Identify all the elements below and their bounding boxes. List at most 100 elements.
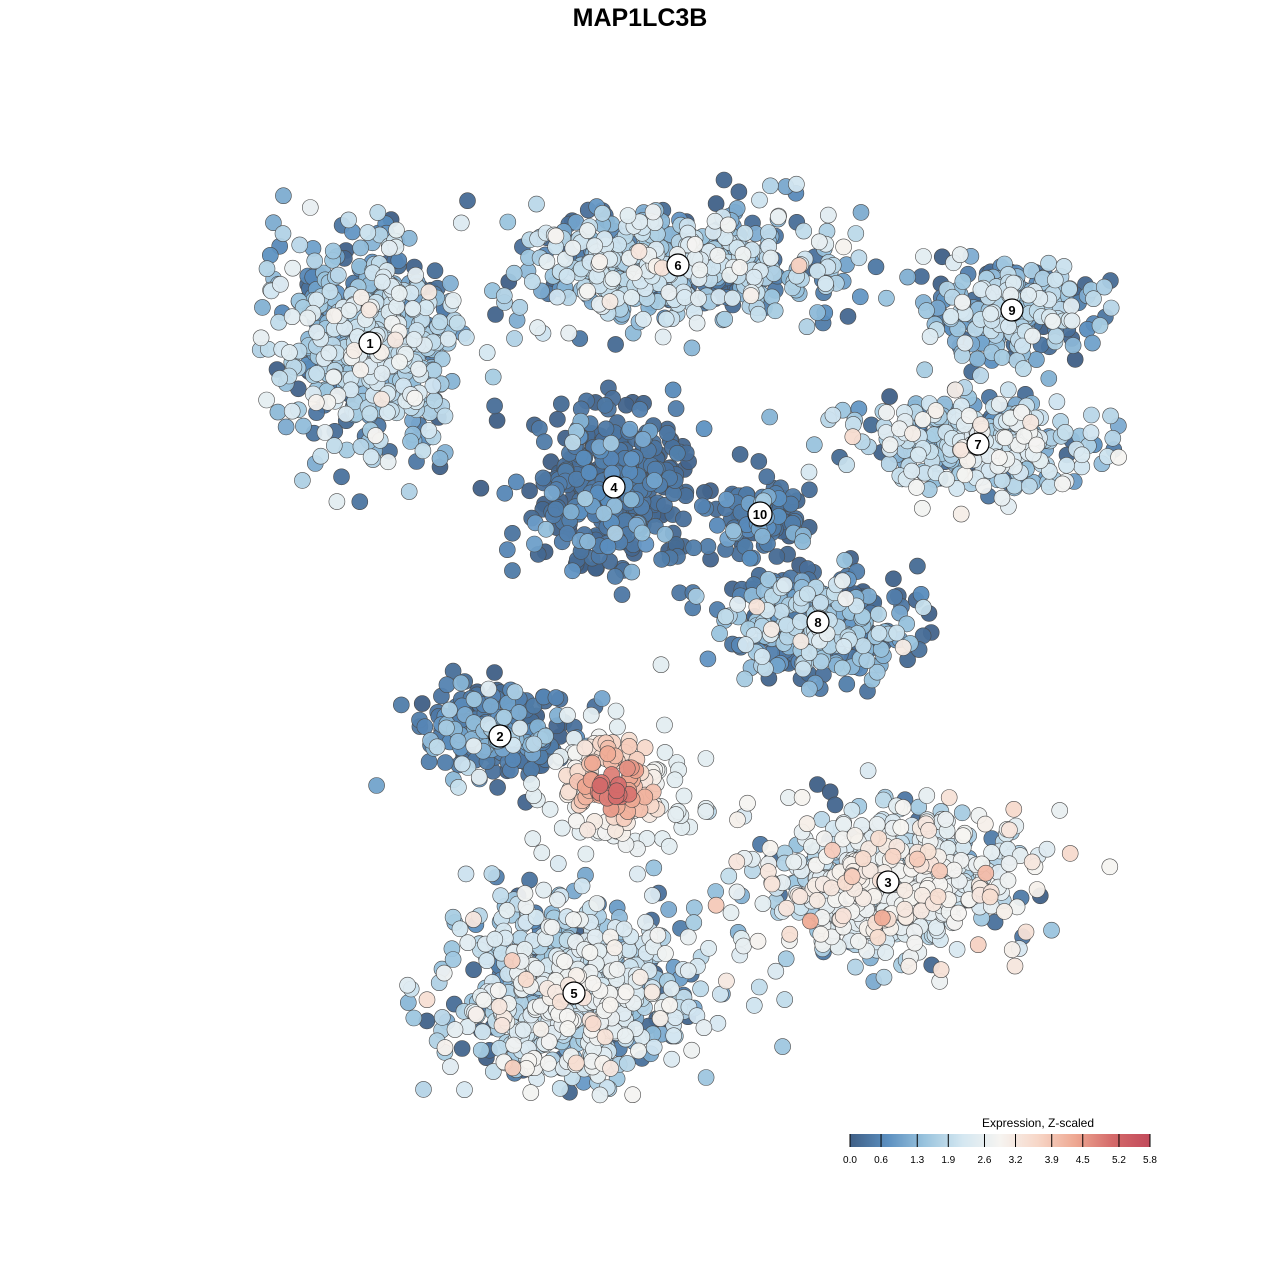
cell-point: [956, 466, 974, 484]
cell-point: [776, 991, 794, 1008]
cell-point: [579, 821, 596, 839]
cell-point: [761, 840, 779, 857]
cell-point: [405, 1009, 423, 1027]
cell-point: [972, 416, 990, 434]
cell-point: [717, 608, 734, 626]
cell-point: [785, 853, 803, 871]
cell-point: [558, 525, 576, 542]
cell-point: [607, 702, 625, 720]
cell-point: [869, 929, 887, 946]
cell-point: [697, 1069, 715, 1086]
cell-point: [459, 192, 476, 209]
cell-point: [608, 782, 626, 800]
cell-point: [834, 572, 851, 590]
legend-tick-label: 5.8: [1143, 1155, 1157, 1166]
cell-point: [719, 216, 737, 234]
cell-point: [1061, 845, 1079, 862]
cell-point: [908, 850, 926, 868]
cell-point: [405, 331, 423, 348]
cell-point: [942, 308, 960, 325]
cell-point: [486, 397, 503, 415]
cell-point: [360, 301, 378, 319]
cell-point: [579, 222, 596, 239]
cell-point: [729, 595, 747, 613]
cell-point: [625, 264, 643, 282]
cell-point: [868, 816, 886, 833]
cell-point: [781, 925, 799, 943]
cell-point: [465, 691, 483, 708]
cell-point: [736, 224, 754, 242]
cell-point: [646, 472, 663, 489]
cell-point: [1024, 327, 1041, 345]
cell-point: [1040, 254, 1057, 272]
cell-point: [549, 891, 566, 909]
cell-point: [644, 887, 661, 904]
cell-point: [634, 430, 652, 448]
cell-point: [660, 837, 678, 855]
cell-point: [954, 293, 971, 311]
cell-point: [903, 462, 921, 480]
cell-point: [532, 1020, 550, 1038]
cell-point: [999, 381, 1017, 399]
cluster-label-text: 8: [814, 615, 821, 630]
cell-point: [516, 885, 534, 902]
cell-point: [328, 493, 346, 510]
cell-point: [878, 289, 895, 307]
cell-point: [547, 689, 565, 706]
cell-point: [506, 330, 523, 347]
cell-point: [1061, 280, 1078, 298]
cell-point: [437, 754, 454, 771]
cell-point: [523, 273, 541, 290]
cell-point: [306, 252, 324, 270]
cell-point: [697, 803, 715, 820]
cell-point: [593, 690, 611, 707]
cell-point: [896, 882, 914, 899]
cell-point: [718, 972, 735, 990]
cell-point: [277, 418, 295, 436]
cell-point: [656, 525, 674, 543]
cluster-label: 2: [488, 724, 512, 748]
cell-point: [999, 872, 1017, 889]
cell-point: [254, 299, 271, 316]
cell-point: [562, 503, 580, 521]
cell-point: [656, 744, 674, 761]
cell-point: [478, 952, 496, 970]
cell-point: [918, 787, 936, 804]
cell-point: [792, 613, 809, 630]
cell-point: [281, 344, 298, 361]
cell-point: [993, 349, 1011, 366]
cell-point: [690, 290, 707, 307]
cell-point: [1020, 286, 1037, 304]
cell-point: [660, 284, 678, 301]
cell-point: [362, 448, 380, 466]
cell-point: [731, 446, 749, 463]
cell-point: [511, 719, 529, 737]
legend-title: Expression, Z-scaled: [982, 1116, 1094, 1130]
cell-point: [750, 453, 768, 470]
cell-point: [760, 224, 777, 241]
cell-point: [631, 968, 649, 986]
cell-point: [1055, 258, 1073, 275]
cell-point: [854, 850, 872, 868]
cell-point: [711, 625, 728, 642]
cell-point: [591, 777, 609, 794]
cell-point: [763, 875, 781, 893]
cell-point: [776, 576, 793, 594]
cell-point: [948, 941, 966, 958]
cell-point: [767, 962, 785, 980]
cell-point: [547, 500, 565, 518]
cell-point: [1028, 351, 1045, 368]
cell-point: [564, 434, 582, 451]
cell-point: [913, 499, 931, 517]
cell-point: [390, 285, 408, 302]
cell-point: [291, 236, 309, 254]
points-layer: [251, 171, 1127, 1104]
cell-point: [1047, 327, 1065, 345]
cell-point: [482, 697, 500, 715]
cell-point: [387, 331, 404, 349]
cell-point: [793, 789, 811, 806]
cell-point: [552, 395, 570, 413]
legend-tick-label: 1.9: [941, 1155, 955, 1166]
cell-point: [685, 539, 703, 557]
cell-point: [1073, 446, 1091, 464]
